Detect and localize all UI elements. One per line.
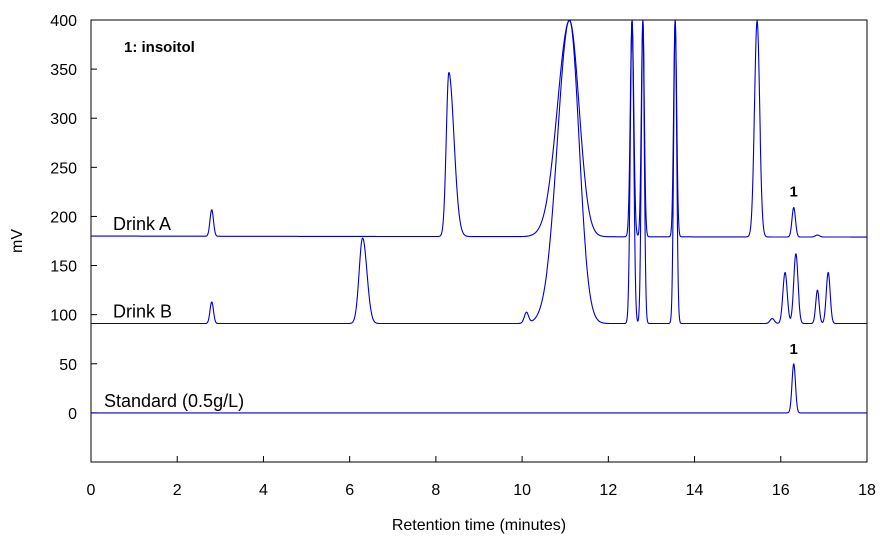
y-tick-label: 200 xyxy=(50,209,77,226)
peak-label: 1 xyxy=(790,341,798,358)
x-axis: 0 2 4 6 8 10 12 14 16 18 xyxy=(87,456,876,499)
x-tick-label: 10 xyxy=(513,482,531,499)
x-axis-label: Retention time (minutes) xyxy=(392,517,566,534)
y-tick-label: 350 xyxy=(50,62,77,79)
y-tick-label: 100 xyxy=(50,308,77,325)
traces xyxy=(90,19,868,414)
x-tick-label: 12 xyxy=(599,482,617,499)
x-tick-label: 18 xyxy=(858,482,876,499)
x-tick-label: 14 xyxy=(686,482,704,499)
trace-label: Drink A xyxy=(113,214,171,234)
y-tick-label: 400 xyxy=(50,13,77,30)
trace-label: Drink B xyxy=(113,302,172,322)
plot-frame xyxy=(90,19,868,463)
x-tick-label: 2 xyxy=(173,482,182,499)
y-tick-label: 50 xyxy=(59,357,77,374)
x-tick-label: 6 xyxy=(345,482,354,499)
trace-label: Standard (0.5g/L) xyxy=(104,391,244,411)
x-tick-label: 4 xyxy=(259,482,268,499)
y-tick-label: 300 xyxy=(50,111,77,128)
x-tick-label: 8 xyxy=(431,482,440,499)
y-tick-label: 250 xyxy=(50,160,77,177)
trace-line-1 xyxy=(90,20,868,238)
trace-line-2 xyxy=(90,19,868,325)
peak-label: 1 xyxy=(790,184,798,201)
trace-line-3 xyxy=(90,363,868,414)
chart-labels: Drink A Drink B Standard (0.5g/L) 1 1 xyxy=(104,184,798,411)
y-axis-label: mV xyxy=(9,229,26,253)
y-tick-label: 0 xyxy=(68,406,77,423)
x-tick-label: 0 xyxy=(87,482,96,499)
annotation-insoitol: 1: insoitol xyxy=(124,39,195,56)
y-axis: 0 50 100 150 200 250 300 350 400 xyxy=(50,13,97,423)
y-tick-label: 150 xyxy=(50,259,77,276)
x-tick-label: 16 xyxy=(772,482,790,499)
